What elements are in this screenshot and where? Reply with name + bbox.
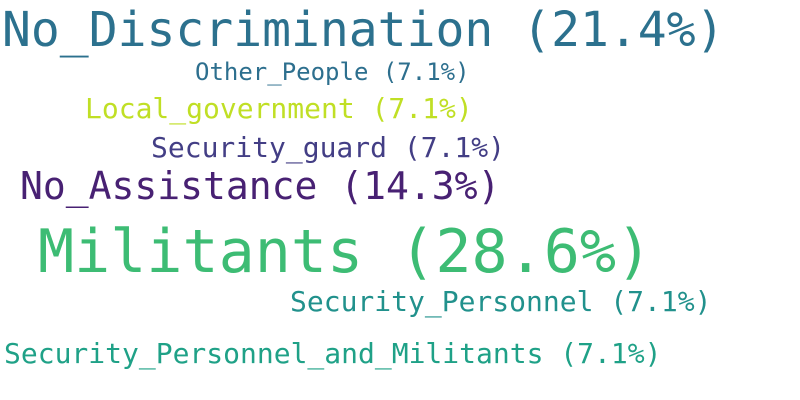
word-no-discrimination: No_Discrimination (21.4%) bbox=[2, 2, 725, 58]
word-no-assistance: No_Assistance (14.3%) bbox=[20, 164, 501, 208]
word-other-people: Other_People (7.1%) bbox=[195, 58, 470, 86]
word-militants: Militants (28.6%) bbox=[38, 217, 653, 287]
word-local-government: Local_government (7.1%) bbox=[85, 92, 473, 125]
word-security-personnel-and-militants: Security_Personnel_and_Militants (7.1%) bbox=[4, 337, 662, 370]
word-security-personnel: Security_Personnel (7.1%) bbox=[290, 285, 712, 318]
word-security-guard: Security_guard (7.1%) bbox=[151, 131, 506, 164]
